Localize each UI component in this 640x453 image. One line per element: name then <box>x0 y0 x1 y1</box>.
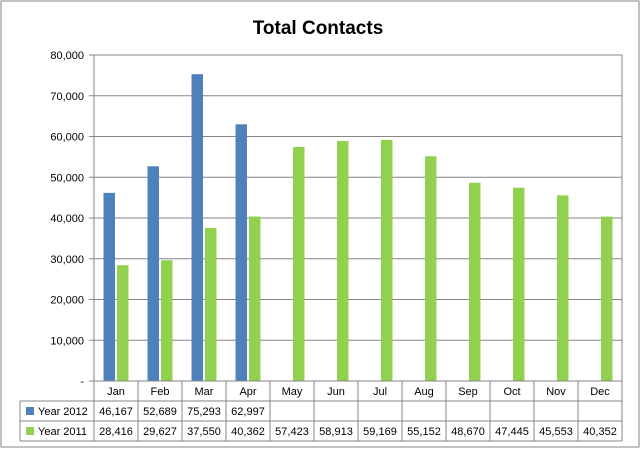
bar-year-2011-nov <box>557 195 569 381</box>
legend-swatch <box>26 407 34 415</box>
x-tick-label: Jul <box>373 386 387 398</box>
y-tick-label: 80,000 <box>50 50 84 62</box>
x-tick-label: Dec <box>590 386 610 398</box>
y-tick-label: 10,000 <box>50 335 84 347</box>
x-tick-label: Feb <box>151 386 170 398</box>
x-tick-label: Nov <box>546 386 566 398</box>
data-label: 40,352 <box>583 426 617 438</box>
legend-label: Year 2012 <box>38 406 88 418</box>
data-label: 40,362 <box>231 426 265 438</box>
bar-year-2011-jul <box>381 139 393 381</box>
x-tick-label: Aug <box>414 386 434 398</box>
x-tick-label: Jan <box>107 386 125 398</box>
data-label: 52,689 <box>143 406 177 418</box>
data-label: 62,997 <box>231 406 265 418</box>
data-label: 46,167 <box>99 406 133 418</box>
data-label: 37,550 <box>187 426 221 438</box>
data-label: 58,913 <box>319 426 353 438</box>
bar-year-2011-jun <box>337 140 349 381</box>
bars <box>103 74 613 381</box>
gridlines <box>94 54 622 341</box>
chart-title: Total Contacts <box>253 18 384 39</box>
x-tick-label: May <box>282 386 303 398</box>
y-tick-label: 50,000 <box>50 172 84 184</box>
x-tick-label: Sep <box>458 386 478 398</box>
y-tick-label: 30,000 <box>50 254 84 266</box>
bar-year-2011-oct <box>513 187 525 381</box>
bar-year-2011-jan <box>117 265 129 381</box>
legend-swatch <box>26 427 34 435</box>
y-tick-label: - <box>80 376 84 388</box>
legend-label: Year 2011 <box>38 426 87 438</box>
data-label: 57,423 <box>275 426 309 438</box>
x-tick-label: Oct <box>503 386 520 398</box>
bar-year-2011-dec <box>601 216 613 381</box>
bar-year-2011-apr <box>249 216 261 381</box>
bar-year-2011-aug <box>425 156 437 381</box>
bar-year-2011-mar <box>205 227 217 381</box>
data-label: 28,416 <box>99 426 133 438</box>
bar-year-2011-sep <box>469 182 481 381</box>
data-label: 47,445 <box>495 426 529 438</box>
data-label: 75,293 <box>187 406 221 418</box>
bar-year-2011-feb <box>161 260 173 381</box>
bar-year-2012-apr <box>235 124 247 381</box>
x-tick-label: Mar <box>195 386 214 398</box>
data-label: 45,553 <box>539 426 573 438</box>
bar-year-2012-feb <box>147 166 159 381</box>
data-label: 55,152 <box>407 426 441 438</box>
x-tick-label: Jun <box>327 386 345 398</box>
y-tick-label: 60,000 <box>50 132 84 144</box>
data-label: 29,627 <box>143 426 177 438</box>
y-axis: - 10,000 20,000 30,000 40,000 50,000 60,000 70,… <box>50 50 623 388</box>
x-tick-label: Apr <box>239 386 256 398</box>
y-tick-label: 20,000 <box>50 295 84 307</box>
bar-year-2011-may <box>293 147 305 381</box>
y-tick-label: 40,000 <box>50 213 84 225</box>
bar-year-2012-mar <box>191 74 203 381</box>
bar-year-2012-jan <box>103 192 115 381</box>
data-label: 48,670 <box>451 426 485 438</box>
data-table: Jan Feb Mar Apr May Jun Jul Aug Sep Oct Nov Dec Year… <box>19 380 623 442</box>
data-label: 59,169 <box>363 426 397 438</box>
y-tick-label: 70,000 <box>50 91 84 103</box>
